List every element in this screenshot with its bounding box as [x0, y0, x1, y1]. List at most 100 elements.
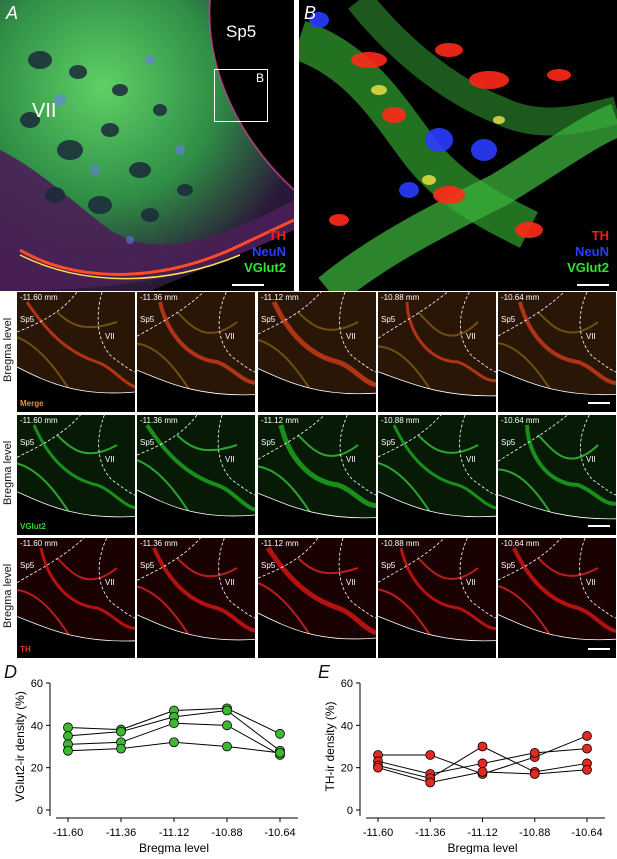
y-axis-label: VGlut2-ir density (%)	[13, 691, 27, 802]
panel-d-svg: 0 20 40 60 -11.60 -11.36 -11.12 -10.88 -10.64 Bre…	[13, 678, 298, 855]
panel-c-channel-label: Merge	[20, 399, 44, 408]
data-point	[373, 762, 383, 773]
panel-c-tile-image	[498, 415, 616, 535]
x-tick-label: -11.12	[467, 827, 497, 839]
panel-c-tile-vii-label: VII	[466, 455, 476, 464]
panel-c-tile: -11.36 mm Sp5 VII	[137, 415, 255, 535]
data-point	[582, 764, 592, 775]
panel-e-svg: 0 20 40 60 -11.60 -11.36 -11.12 -10.88 -10.64 Bre…	[323, 678, 605, 855]
data-point	[116, 726, 126, 737]
panel-c-tile-bregma-label: -11.36 mm	[140, 539, 178, 548]
panel-c-tile-sp5-label: Sp5	[501, 315, 516, 324]
panel-a-legend-vglut2: VGlut2	[244, 260, 286, 275]
y-tick-label: 60	[341, 678, 353, 690]
y-axis-label: TH-ir density (%)	[323, 701, 337, 791]
panel-a-scale-bar	[232, 284, 264, 286]
panel-c-tile-bregma-label: -10.64 mm	[501, 293, 540, 302]
x-tick-label: -11.60	[363, 827, 393, 839]
panel-c-channel-label: TH	[20, 645, 31, 654]
panel-c-tile-sp5-label: Sp5	[20, 561, 35, 570]
data-point	[63, 722, 73, 733]
panel-c-tile-image	[378, 538, 496, 658]
panel-d-chart: 0 20 40 60 -11.60 -11.36 -11.12 -10.88 -10.64 Bre…	[10, 665, 310, 855]
data-point	[275, 728, 285, 739]
panel-c-tile-image	[378, 292, 496, 412]
x-tick-label: -10.88	[211, 827, 242, 839]
panel-c-tile-vii-label: VII	[225, 455, 235, 464]
panel-c-tile-bregma-label: -11.36 mm	[140, 416, 178, 425]
y-tick-label: 0	[37, 805, 43, 817]
panel-c-tile-vii-label: VII	[346, 578, 356, 587]
panel-c-tile-bregma-label: -11.12 mm	[261, 416, 299, 425]
x-tick-label: -10.88	[519, 827, 550, 839]
y-tick-label: 40	[31, 720, 43, 732]
data-point	[477, 741, 488, 752]
panel-c-tile-sp5-label: Sp5	[20, 315, 35, 324]
panel-c-tile-vii-label: VII	[105, 332, 115, 341]
panel-e-letter: E	[318, 662, 331, 682]
panel-c-tile-image	[258, 538, 376, 658]
panel-c-tile: -10.88 mm Sp5 VII	[378, 292, 496, 412]
panel-d-letter: D	[4, 662, 17, 682]
x-tick-label: -11.36	[415, 827, 445, 839]
x-axis-label: Bregma level	[447, 841, 517, 854]
data-point	[582, 731, 592, 741]
panel-c-tile-vii-label: VII	[105, 455, 115, 464]
y-tick-label: 40	[341, 720, 353, 732]
panel-c-tile-sp5-label: Sp5	[261, 315, 276, 324]
data-point	[477, 767, 488, 777]
data-point	[169, 718, 179, 729]
panel-c-tile: -11.12 mm Sp5 VII	[258, 292, 376, 412]
x-tick-label: -10.64	[571, 827, 602, 839]
panel-c-tile-vii-label: VII	[586, 455, 596, 464]
data-point	[529, 769, 540, 779]
panel-c-grid: C Bregma level -11.60 mm Sp5 VII Merge -11.36…	[0, 292, 617, 660]
x-tick-label: -11.60	[53, 827, 83, 839]
x-axis-label: Bregma level	[139, 841, 209, 854]
panel-c-tile: -10.64 mm Sp5 VII	[498, 538, 616, 658]
panel-c-scale-bar	[588, 402, 610, 404]
panel-c-tile: -10.64 mm Sp5 VII	[498, 292, 616, 412]
panel-c-tile-vii-label: VII	[586, 332, 596, 341]
panel-c-tile-sp5-label: Sp5	[261, 438, 276, 447]
panel-c-row-side-label: Bregma level	[2, 440, 14, 505]
panel-c-tile: -10.88 mm Sp5 VII	[378, 415, 496, 535]
panel-c-scale-bar	[588, 648, 610, 650]
panel-b-legend-neun: NeuN	[575, 244, 609, 259]
panel-c-tile-sp5-label: Sp5	[140, 315, 155, 324]
panel-c-tile: -10.88 mm Sp5 VII	[378, 538, 496, 658]
panel-c-tile-bregma-label: -11.36 mm	[140, 293, 178, 302]
panel-c-tile-vii-label: VII	[466, 332, 476, 341]
panel-c-tile-bregma-label: -11.12 mm	[261, 539, 299, 548]
panel-c-tile-sp5-label: Sp5	[381, 561, 396, 570]
panel-c-tile-bregma-label: -10.88 mm	[381, 293, 420, 302]
panel-c-tile: -11.36 mm Sp5 VII	[137, 538, 255, 658]
data-point	[169, 737, 179, 748]
data-point	[116, 743, 126, 754]
panel-c-tile-image	[137, 538, 255, 658]
panel-c-tile-vii-label: VII	[466, 578, 476, 587]
panel-c-tile-vii-label: VII	[346, 455, 356, 464]
panel-e-chart: 0 20 40 60 -11.60 -11.36 -11.12 -10.88 -10.64 Bre…	[320, 665, 617, 855]
panel-c-tile-sp5-label: Sp5	[381, 438, 396, 447]
data-point	[425, 750, 436, 760]
panel-a-legend-th: TH	[268, 228, 286, 243]
panel-b-image	[299, 0, 617, 291]
panel-c-channel-label: VGlut2	[20, 522, 46, 531]
panel-c-tile-sp5-label: Sp5	[381, 315, 396, 324]
panel-c-tile: -11.36 mm Sp5 VII	[137, 292, 255, 412]
data-point	[63, 745, 73, 756]
panel-c-tile: -11.12 mm Sp5 VII	[258, 415, 376, 535]
panel-c-tile-bregma-label: -11.60 mm	[20, 416, 58, 425]
panel-c-tile-image	[137, 415, 255, 535]
panel-c-tile: -11.12 mm Sp5 VII	[258, 538, 376, 658]
data-point	[222, 720, 232, 731]
panel-c-tile: -11.60 mm Sp5 VII Merge	[17, 292, 135, 412]
y-tick-label: 0	[347, 805, 353, 817]
panel-c-tile-bregma-label: -10.64 mm	[501, 416, 540, 425]
panel-b-legend-th: TH	[591, 228, 609, 243]
panel-b-micrograph: B TH NeuN VGlut2	[299, 0, 617, 291]
panel-c-tile-vii-label: VII	[105, 578, 115, 587]
panel-c-tile: -11.60 mm Sp5 VII TH	[17, 538, 135, 658]
panel-a-letter: A	[6, 3, 19, 23]
